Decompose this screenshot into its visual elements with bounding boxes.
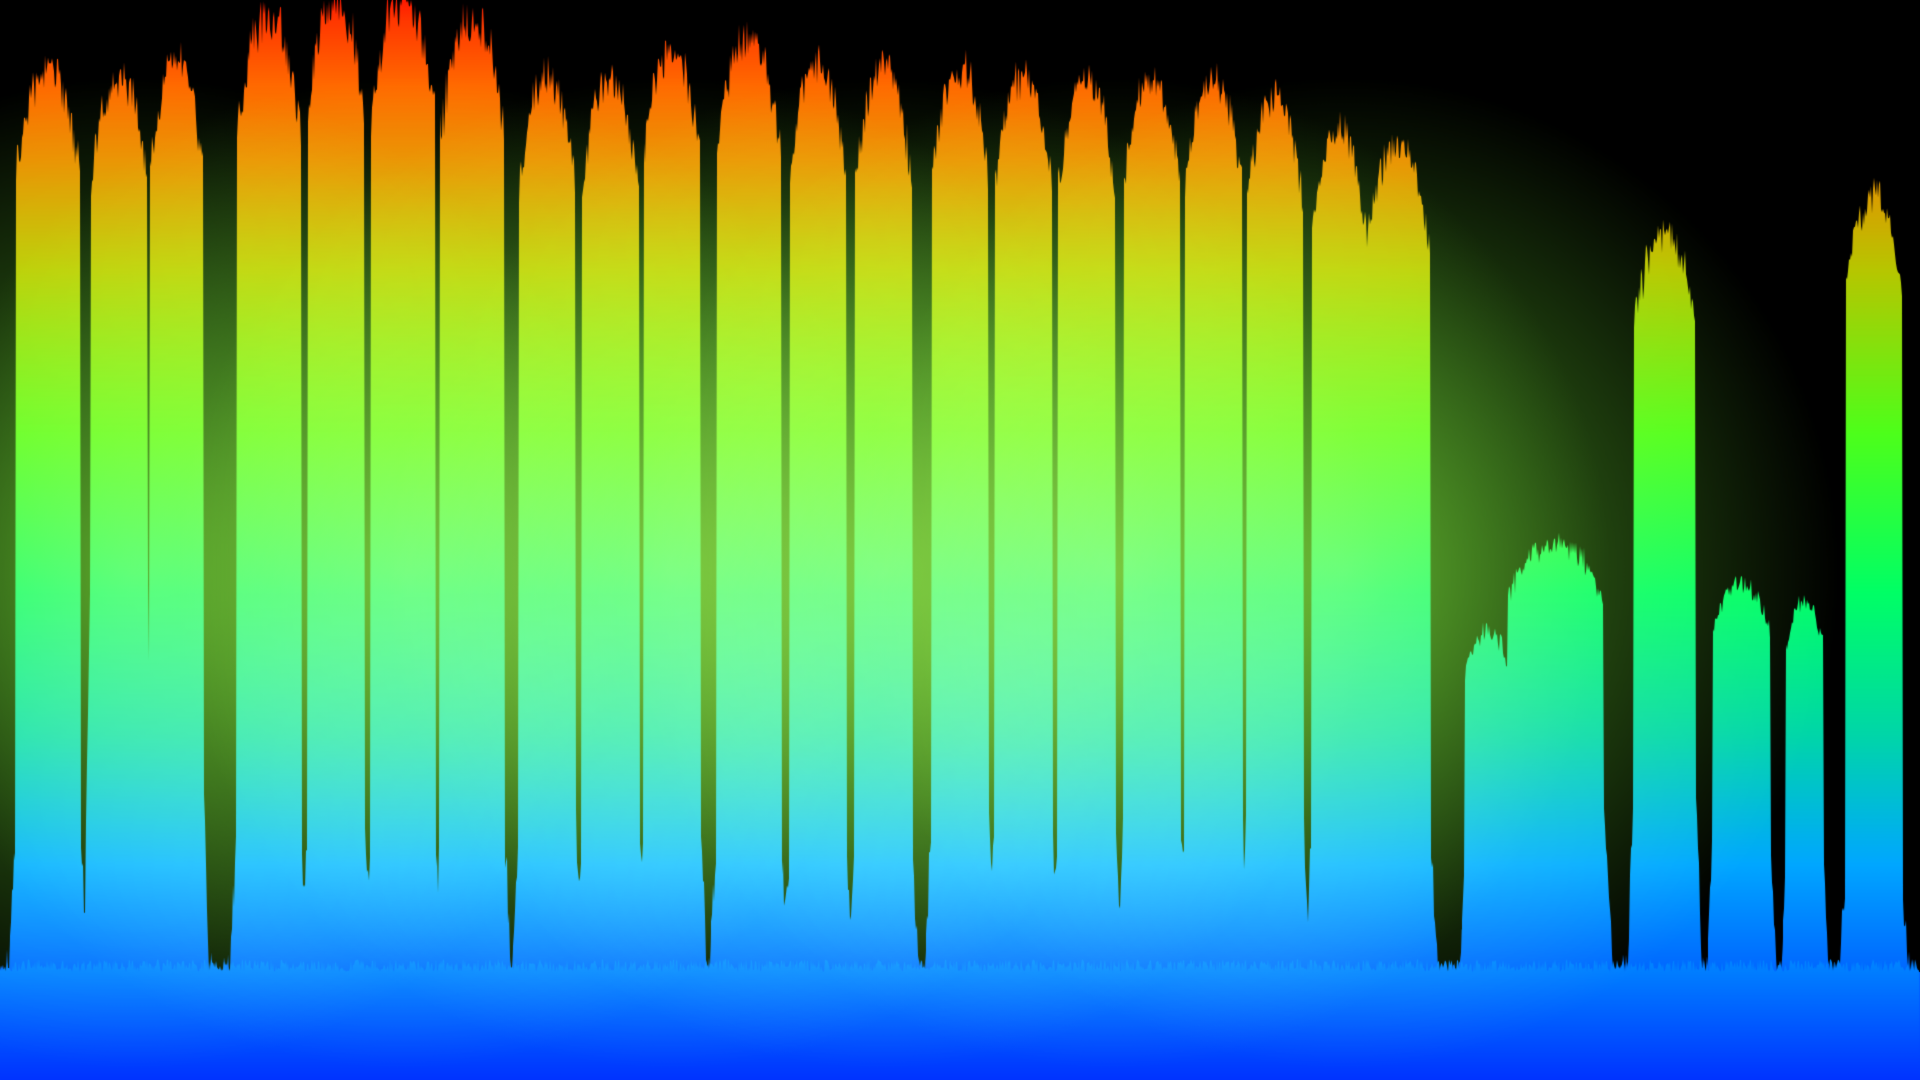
waveform-canvas — [0, 0, 1920, 1080]
